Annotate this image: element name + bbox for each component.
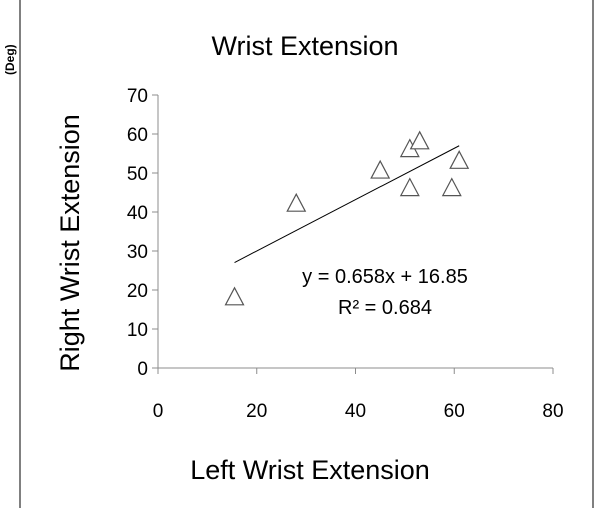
data-point	[399, 177, 420, 197]
x-tick-label: 80	[542, 401, 563, 422]
data-point	[449, 150, 470, 169]
points-layer	[224, 130, 470, 306]
unit-label: (Deg)	[3, 44, 17, 75]
data-point	[224, 286, 245, 306]
y-tick-label: 0	[137, 359, 148, 380]
y-tick-label: 40	[127, 203, 148, 224]
r-squared-label: R² = 0.684	[338, 297, 432, 319]
x-tick-label: 0	[153, 401, 164, 422]
chart-title: Wrist Extension	[211, 31, 398, 61]
y-tick-label: 50	[127, 164, 148, 185]
trendline-layer	[234, 145, 460, 263]
ticks-layer: 0 10 20 30 40 50 60 70 0 20 40 60 80	[127, 86, 564, 422]
y-axis-label: Right Wrist Extension	[55, 114, 85, 372]
y-tick-label: 30	[127, 242, 148, 263]
x-axis-label: Left Wrist Extension	[190, 455, 430, 485]
data-point	[370, 159, 391, 179]
data-point	[441, 177, 462, 197]
data-point	[409, 130, 430, 150]
trendline-equation: y = 0.658x + 16.85	[302, 266, 468, 288]
trendline	[234, 145, 460, 263]
y-tick-label: 10	[127, 320, 148, 341]
y-tick-label: 60	[127, 125, 148, 146]
y-tick-label: 70	[127, 86, 148, 107]
data-point	[286, 192, 307, 212]
x-tick-label: 20	[246, 401, 267, 422]
x-tick-label: 40	[345, 401, 366, 422]
y-tick-label: 20	[127, 281, 148, 302]
x-tick-label: 60	[444, 401, 465, 422]
